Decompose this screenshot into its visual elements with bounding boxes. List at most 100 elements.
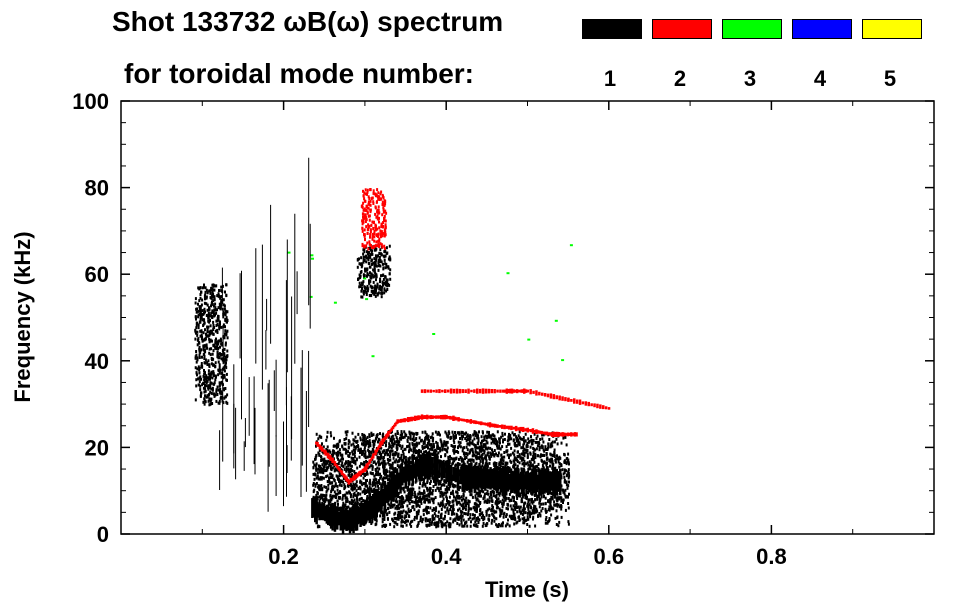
trace-segment — [327, 504, 330, 526]
trace-segment — [440, 460, 444, 478]
spectral-point — [210, 329, 213, 333]
spectral-point — [198, 380, 201, 384]
spectral-point — [533, 460, 536, 464]
spectral-point — [427, 446, 429, 450]
spectral-point — [520, 497, 523, 501]
spectral-point — [365, 437, 368, 441]
spectral-point — [363, 207, 366, 211]
spectral-point — [381, 435, 384, 439]
trace-segment — [525, 473, 529, 491]
spectral-point — [206, 291, 209, 295]
spectral-point — [460, 521, 463, 525]
spectral-point — [203, 399, 206, 403]
spectral-point — [373, 274, 376, 278]
spectral-point — [444, 514, 446, 518]
spectral-point — [380, 243, 383, 247]
spectral-point — [439, 480, 442, 484]
spectral-point — [203, 307, 206, 311]
spectral-point — [475, 461, 478, 465]
spectral-point — [465, 431, 468, 435]
spectral-point — [216, 319, 219, 323]
spectral-point — [481, 489, 484, 493]
spectral-point — [523, 454, 526, 458]
spectral-point — [378, 456, 381, 460]
spectral-point — [361, 205, 364, 209]
spectral-point — [213, 392, 215, 396]
spectral-point — [482, 431, 484, 435]
spectral-point — [484, 446, 487, 450]
spectral-point — [550, 495, 553, 499]
spectral-point — [377, 463, 380, 467]
spectral-point — [387, 502, 390, 506]
spectral-point — [437, 502, 440, 506]
spectral-point — [438, 479, 441, 483]
spectral-point — [216, 393, 219, 396]
spectral-point — [367, 251, 370, 255]
spectral-point — [543, 449, 546, 453]
spectral-point — [377, 259, 380, 263]
spectral-point — [436, 442, 439, 446]
spectral-point — [366, 284, 369, 288]
spectral-point — [359, 492, 362, 496]
spectral-point — [415, 516, 418, 520]
spectral-point — [483, 515, 486, 519]
spectral-point — [362, 443, 365, 447]
spectral-point — [522, 446, 524, 450]
spectral-point — [333, 436, 335, 440]
spectral-point — [388, 442, 391, 446]
spectral-point — [376, 466, 379, 470]
spectral-point — [453, 447, 456, 451]
spectral-point — [330, 490, 333, 494]
spectral-point — [490, 454, 493, 458]
trace-segment — [538, 468, 541, 496]
spectral-point — [287, 251, 291, 254]
spectral-point — [357, 432, 360, 436]
spectral-point — [456, 522, 459, 525]
spectral-point — [509, 433, 512, 437]
spectral-point — [215, 388, 218, 392]
spectral-point — [221, 301, 224, 305]
spectral-point — [519, 492, 521, 496]
spectral-point — [211, 376, 214, 380]
spectral-point — [208, 403, 211, 407]
spectral-point — [553, 500, 556, 504]
spectral-point — [556, 454, 558, 458]
spectral-point — [407, 493, 410, 497]
spectral-point — [401, 511, 404, 515]
spectral-point — [430, 446, 433, 450]
spectral-point — [534, 448, 537, 452]
spectral-point — [495, 462, 498, 465]
trace-segment — [492, 468, 496, 490]
spectral-point — [370, 289, 373, 293]
spectral-point — [555, 457, 558, 461]
spectral-point — [339, 490, 341, 494]
spectral-point — [465, 445, 468, 449]
spectral-point — [522, 457, 525, 461]
spectral-point — [482, 444, 485, 448]
spectral-point — [371, 489, 373, 493]
spectral-point — [452, 507, 454, 511]
spectral-point — [353, 483, 356, 487]
spectral-point — [402, 488, 405, 492]
spectral-point — [393, 503, 396, 507]
spectral-point — [203, 402, 206, 406]
spectral-point — [344, 462, 347, 466]
spectral-point — [447, 523, 450, 527]
spectral-point — [484, 434, 487, 438]
spectral-point — [348, 451, 351, 455]
spectral-point — [500, 435, 503, 439]
spectral-point — [371, 249, 373, 253]
spectral-point — [205, 295, 208, 299]
spectral-point — [490, 493, 493, 497]
spectral-point — [220, 295, 223, 298]
spectral-point — [480, 441, 482, 445]
spectral-point — [352, 493, 355, 496]
spectral-point — [378, 255, 381, 259]
spectral-point — [505, 449, 508, 453]
spectral-point — [223, 304, 226, 308]
spectral-point — [533, 511, 536, 515]
spectral-point — [535, 447, 538, 451]
spectral-point — [334, 468, 337, 472]
spectral-point — [473, 516, 476, 520]
spectral-point — [209, 291, 212, 295]
